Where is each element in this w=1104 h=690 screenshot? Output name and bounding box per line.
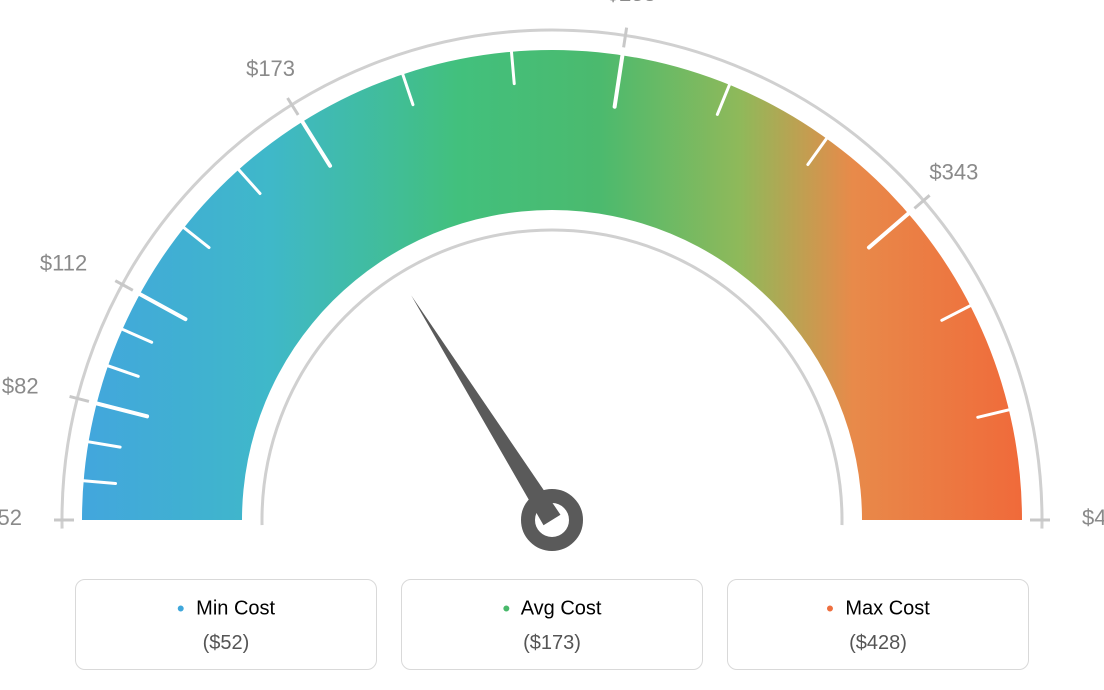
gauge-tick-label: $258 (607, 0, 656, 6)
chart-container: $52 $82 $112 $173 $258 $343 $428 • Min Cost ($… (0, 0, 1104, 690)
gauge-tick-label: $52 (0, 505, 22, 530)
gauge-tick-label: $112 (40, 250, 87, 275)
gauge-tick-label: $343 (929, 159, 978, 184)
legend-card-max: • Max Cost ($428) (727, 579, 1029, 670)
legend-row: • Min Cost ($52) • Avg Cost ($173) • Max… (0, 579, 1104, 670)
gauge-tick-label: $428 (1082, 505, 1104, 530)
gauge-svg: $52 $82 $112 $173 $258 $343 $428 (0, 0, 1104, 570)
gauge: $52 $82 $112 $173 $258 $343 $428 (0, 0, 1104, 570)
legend-card-min: • Min Cost ($52) (75, 579, 377, 670)
legend-value-min: ($52) (76, 632, 376, 655)
legend-card-avg: • Avg Cost ($173) (401, 579, 703, 670)
legend-label-max: Max Cost (845, 597, 929, 619)
dot-icon: • (177, 596, 185, 621)
dot-icon: • (503, 596, 511, 621)
legend-value-avg: ($173) (402, 632, 702, 655)
gauge-tick-label: $173 (246, 56, 295, 81)
legend-title-avg: • Avg Cost (402, 596, 702, 622)
legend-label-min: Min Cost (196, 597, 275, 619)
legend-label-avg: Avg Cost (521, 597, 602, 619)
legend-title-min: • Min Cost (76, 596, 376, 622)
legend-title-max: • Max Cost (728, 596, 1028, 622)
legend-value-max: ($428) (728, 632, 1028, 655)
gauge-tick-label: $82 (2, 374, 39, 399)
dot-icon: • (826, 596, 834, 621)
